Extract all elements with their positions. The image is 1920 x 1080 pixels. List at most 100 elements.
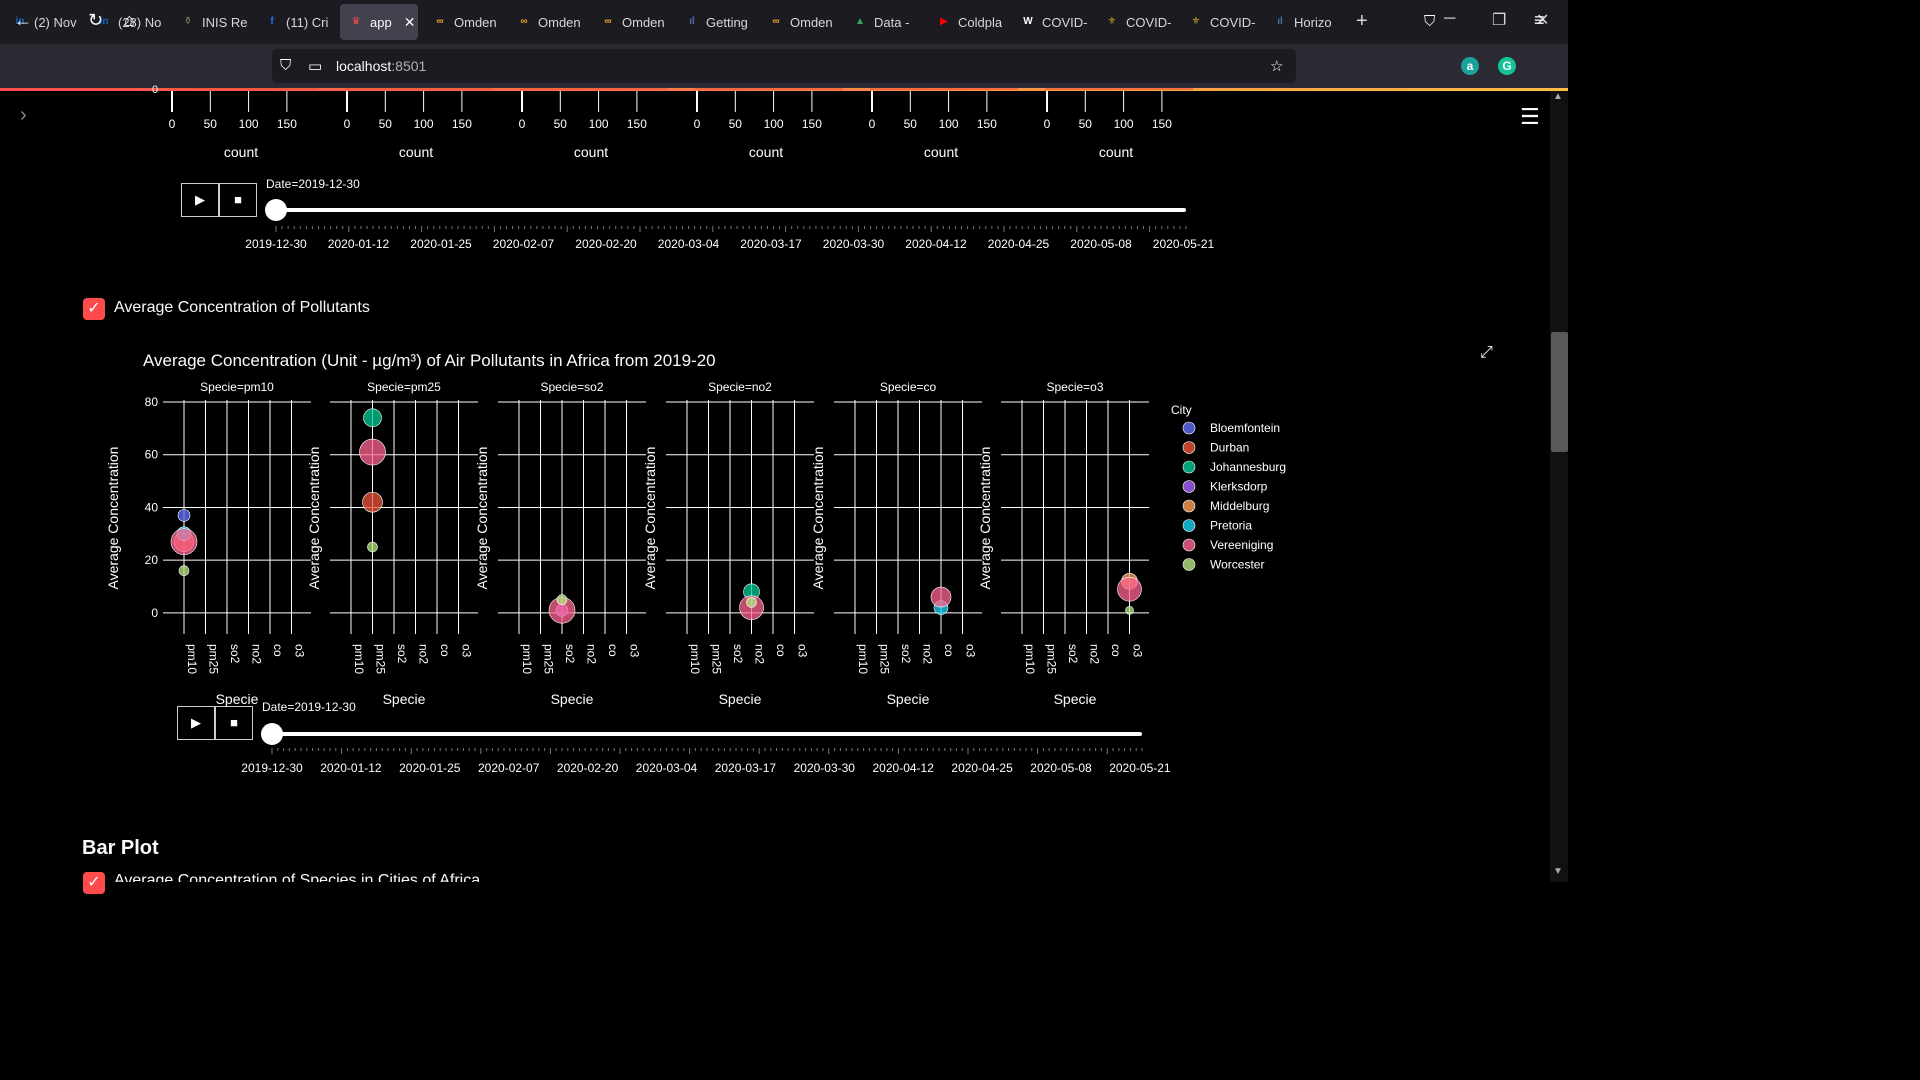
x-tick-label: co (606, 644, 620, 657)
y-tick-label: 40 (145, 500, 159, 514)
browser-tab[interactable]: ⚱ INIS Re (172, 4, 254, 40)
browser-tab[interactable]: f (11) Cri (256, 4, 338, 40)
sidebar-expand-icon[interactable]: › (20, 104, 27, 126)
close-tab-icon[interactable]: ✕ (403, 13, 416, 30)
x-tick-label: so2 (731, 644, 745, 664)
browser-tab[interactable]: ∞ Omden (424, 4, 506, 40)
browser-tab[interactable]: ⚜ COVID- (1096, 4, 1178, 40)
y-axis-title: Average Concentration (306, 447, 322, 590)
top-slider-date-label: 2020-05-08 (1070, 237, 1132, 251)
stop-button[interactable]: ■ (215, 706, 253, 740)
pollutants-checkbox[interactable]: ✓ (83, 298, 105, 320)
omdena-icon: ∞ (436, 16, 444, 27)
browser-tab[interactable]: W COVID- (1012, 4, 1094, 40)
linkedin-icon: in (15, 16, 25, 27)
x-tick-label: no2 (417, 644, 431, 664)
x-tick-label: pm10 (520, 644, 534, 674)
linkedin-icon: in (99, 16, 109, 27)
new-tab-icon[interactable]: + (1356, 10, 1368, 32)
y-tick-label: 0 (151, 606, 158, 620)
x-tick-label: pm10 (185, 644, 199, 674)
x-tick-label: o3 (293, 644, 307, 658)
play-button[interactable]: ▶ (177, 706, 215, 740)
slider-date-label: 2020-03-30 (794, 761, 856, 775)
home-icon[interactable]: ⌂ (124, 10, 135, 30)
facet-label: Specie=pm25 (367, 380, 441, 394)
x-tick-label: so2 (228, 644, 242, 664)
top-slider-date-label: 2020-03-17 (740, 237, 802, 251)
top-tick-label: 0 (694, 117, 701, 131)
browser-tab[interactable]: ♛ app ✕ (340, 4, 418, 40)
browser-tab[interactable]: ıl Horizo (1264, 4, 1346, 40)
reload-icon[interactable]: ↻ (88, 10, 104, 30)
slider-current-label: Date=2019-12-30 (262, 700, 356, 714)
grammarly-icon[interactable]: G (1498, 57, 1516, 75)
x-tick-label: co (774, 644, 788, 657)
x-tick-label: co (438, 644, 452, 657)
browser-tab[interactable]: in (2) Nov (4, 4, 86, 40)
top-date-slider-handle[interactable] (265, 199, 287, 221)
fullscreen-icon[interactable]: ⤢ (1480, 344, 1493, 361)
scrollbar-thumb[interactable] (1551, 332, 1568, 452)
facebook-icon: f (270, 16, 274, 27)
tab-title: INIS Re (202, 14, 248, 30)
legend-marker (1182, 460, 1196, 474)
top-tick-label: 50 (379, 117, 393, 131)
bar-checkbox[interactable]: ✓ (83, 872, 105, 894)
top-slider-date-label: 2020-05-21 (1153, 237, 1215, 251)
date-slider-handle[interactable] (261, 723, 283, 745)
browser-tab[interactable]: ∞ Omden (508, 4, 590, 40)
back-icon[interactable]: ← (14, 10, 32, 30)
page-icon: ▭ (308, 58, 323, 75)
scroll-up-icon[interactable]: ▲ (1553, 91, 1563, 102)
bar-plot-heading: Bar Plot (82, 837, 159, 859)
close-window-icon[interactable]: ✕ (1536, 12, 1550, 29)
app-menu-icon[interactable]: ≡ (1534, 10, 1545, 30)
top-tick-label: 100 (239, 117, 259, 131)
date-slider-track[interactable] (272, 732, 1142, 736)
browser-tab[interactable]: in (28) No (88, 4, 170, 40)
top-tick-label: 50 (554, 117, 568, 131)
x-tick-label: no2 (1088, 644, 1102, 664)
top-play-button[interactable]: ▶ (181, 183, 219, 217)
page-scrollbar[interactable] (1550, 91, 1568, 882)
extension-a-icon[interactable]: a (1461, 57, 1479, 75)
top-tick-label: 50 (1079, 117, 1093, 131)
url-text[interactable]: localhost:8501 (336, 58, 427, 74)
data-point-worcester (178, 565, 190, 577)
slider-date-label: 2020-05-21 (1109, 761, 1171, 775)
omdena-icon: ∞ (772, 16, 780, 27)
pocket-icon[interactable]: ⛉ (1424, 13, 1436, 30)
browser-tab[interactable]: ıl Getting (676, 4, 758, 40)
browser-tab[interactable]: ⚜ COVID- (1180, 4, 1262, 40)
bookmark-star-icon[interactable]: ☆ (1270, 58, 1284, 75)
legend-marker (1182, 519, 1196, 532)
top-slider-date-label: 2020-01-12 (328, 237, 390, 251)
browser-tab[interactable]: ▶ Coldpla (928, 4, 1010, 40)
scroll-down-icon[interactable]: ▼ (1553, 866, 1563, 877)
top-axis-title: count (399, 144, 433, 160)
restore-icon[interactable]: ❐ (1492, 12, 1507, 29)
drive-icon: ▲ (855, 16, 865, 27)
legend-entry: Middelburg (1210, 499, 1269, 513)
url-bar[interactable]: ⛉ ▭ localhost:8501 ☆ (272, 49, 1296, 83)
browser-tab[interactable]: ∞ Omden (592, 4, 674, 40)
hamburger-menu-icon[interactable]: ☰ (1520, 104, 1540, 129)
tab-title: Omden (454, 14, 497, 30)
minimize-icon[interactable]: ─ (1444, 10, 1456, 27)
x-tick-label: no2 (921, 644, 935, 664)
x-tick-label: pm25 (878, 644, 892, 674)
browser-tab[interactable]: ▲ Data - (844, 4, 926, 40)
browser-tab[interactable]: ∞ Omden (760, 4, 842, 40)
top-tick-label: 150 (452, 117, 472, 131)
top-stop-button[interactable]: ■ (219, 183, 257, 217)
top-date-slider-track[interactable] (276, 208, 1186, 212)
forward-icon[interactable]: → (52, 10, 70, 30)
tab-title: app (370, 14, 392, 30)
data-point-johannesburg (363, 408, 382, 428)
legend-entry: Worcester (1210, 558, 1264, 572)
x-tick-label: o3 (964, 644, 978, 658)
x-tick-label: pm10 (856, 644, 870, 674)
shield-icon[interactable]: ⛉ (280, 57, 292, 74)
bar-checkbox-label: Average Concentration of Species in Citi… (114, 872, 481, 882)
